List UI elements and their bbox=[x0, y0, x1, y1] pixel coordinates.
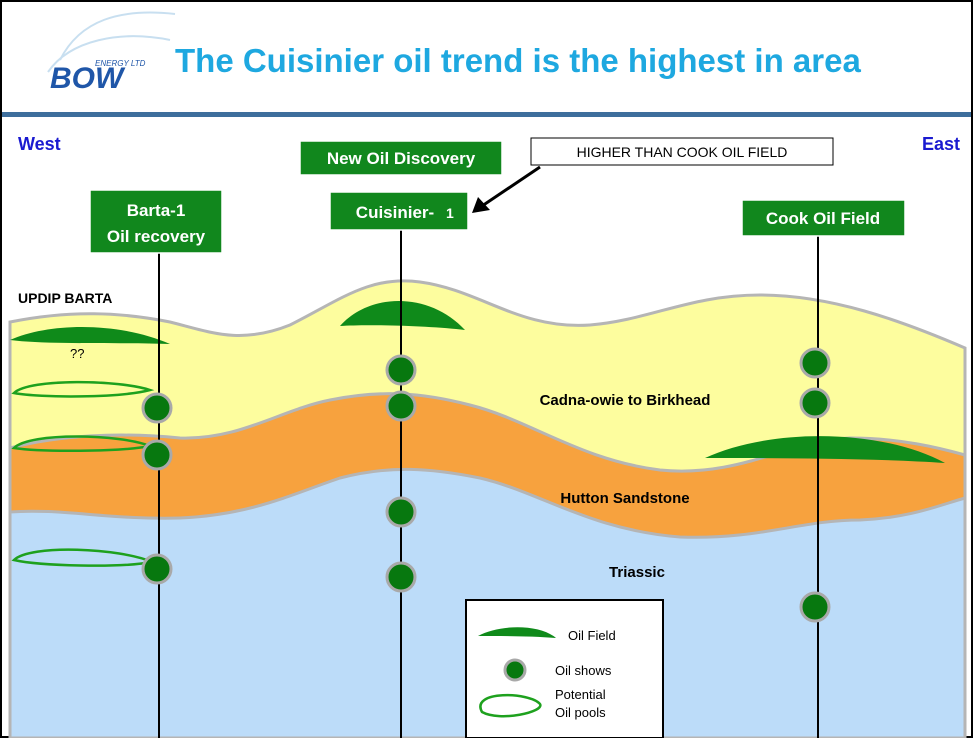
badge: New Oil Discovery bbox=[327, 149, 476, 168]
well-name: Cuisinier- bbox=[356, 203, 434, 222]
callout: HIGHER THAN COOK OIL FIELD bbox=[577, 144, 788, 160]
legend-dot bbox=[505, 660, 525, 680]
annotation: UPDIP BARTA bbox=[18, 290, 112, 306]
layer-label: Hutton Sandstone bbox=[560, 490, 689, 507]
logo-tagline: ENERGY LTD bbox=[95, 59, 146, 68]
well-name: Cook Oil Field bbox=[766, 209, 880, 228]
oil-show bbox=[387, 392, 415, 420]
slide: BOW ENERGY LTD The Cuisinier oil trend i… bbox=[0, 0, 973, 738]
annotation: ?? bbox=[70, 346, 84, 361]
layer-label: Triassic bbox=[609, 564, 665, 581]
well-note: Oil recovery bbox=[107, 227, 206, 246]
legend-label: Oil shows bbox=[555, 663, 612, 678]
oil-show bbox=[387, 356, 415, 384]
oil-show bbox=[801, 593, 829, 621]
layer-label: Cadna-owie to Birkhead bbox=[540, 392, 711, 409]
legend-label: Oil Field bbox=[568, 628, 616, 643]
oil-show bbox=[143, 555, 171, 583]
direction-label: East bbox=[922, 134, 960, 154]
legend-label: Oil pools bbox=[555, 705, 606, 720]
oil-show bbox=[143, 441, 171, 469]
title: The Cuisinier oil trend is the highest i… bbox=[175, 42, 861, 79]
legend-label: Potential bbox=[555, 687, 606, 702]
oil-show bbox=[387, 498, 415, 526]
oil-show bbox=[801, 349, 829, 377]
well-name: Barta-1 bbox=[127, 201, 186, 220]
header-rule bbox=[2, 112, 971, 117]
direction-label: West bbox=[18, 134, 61, 154]
oil-show bbox=[801, 389, 829, 417]
well-suffix: 1 bbox=[446, 205, 454, 221]
oil-show bbox=[387, 563, 415, 591]
oil-show bbox=[143, 394, 171, 422]
